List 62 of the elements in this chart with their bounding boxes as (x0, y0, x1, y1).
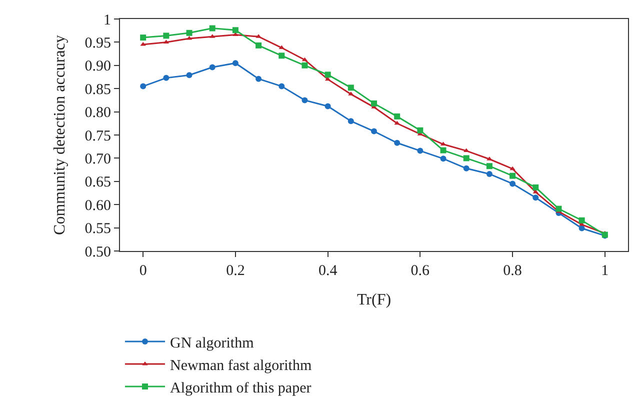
point (510, 180, 516, 187)
x-tick-label: 0.2 (226, 263, 245, 279)
x-tick-label: 0.8 (503, 263, 522, 279)
y-tick-label: 0.85 (84, 82, 111, 98)
point (278, 52, 285, 59)
point (302, 62, 308, 68)
point (394, 113, 400, 120)
point (278, 83, 285, 90)
legend-label: Newman fast algorithm (170, 358, 312, 374)
point (394, 140, 400, 146)
point (417, 148, 424, 154)
point (302, 97, 308, 104)
point (209, 64, 216, 70)
point (532, 194, 539, 201)
y-tick-label: 0.95 (84, 35, 111, 52)
x-tick-label: 0 (139, 263, 147, 279)
point (417, 127, 424, 134)
point (371, 100, 377, 106)
point (256, 42, 262, 48)
y-tick-label: 0.70 (84, 151, 111, 168)
point (324, 103, 331, 110)
point (510, 172, 516, 179)
point (140, 34, 146, 41)
x-tick-label: 1 (601, 263, 609, 279)
point (209, 25, 216, 32)
point (556, 206, 562, 212)
x-axis-title: Tr(F) (356, 292, 392, 309)
point (440, 156, 446, 162)
y-tick-label: 0.55 (84, 221, 111, 238)
y-tick-label: 0.60 (84, 198, 111, 214)
point (486, 163, 492, 170)
point (186, 30, 192, 36)
point (440, 147, 446, 154)
point (163, 32, 170, 39)
point (186, 72, 192, 78)
y-tick-label: 0.65 (84, 174, 111, 191)
point (140, 83, 146, 90)
legend-label: Algorithm of this paper (170, 380, 312, 396)
y-tick-label: 0.50 (84, 244, 111, 260)
point (463, 165, 470, 172)
point (486, 170, 492, 177)
point (532, 184, 539, 190)
y-tick-label: 0.90 (84, 58, 111, 75)
legend-label: GN algorithm (170, 335, 254, 352)
point (510, 166, 516, 170)
point (232, 60, 238, 66)
point (463, 155, 470, 162)
x-tick-label: 0.6 (410, 263, 430, 279)
y-axis-title: Community detection accuracy (52, 35, 69, 235)
point (163, 74, 170, 81)
point (232, 27, 238, 34)
y-tick-label: 1 (104, 12, 111, 28)
point (348, 118, 354, 124)
point (348, 84, 354, 91)
point (371, 128, 377, 134)
y-tick-label: 0.80 (84, 105, 111, 122)
point (324, 72, 331, 78)
point (394, 120, 400, 125)
point (578, 217, 585, 224)
point (256, 76, 262, 82)
y-tick-label: 0.75 (84, 128, 111, 144)
x-tick-label: 0.4 (318, 263, 338, 279)
